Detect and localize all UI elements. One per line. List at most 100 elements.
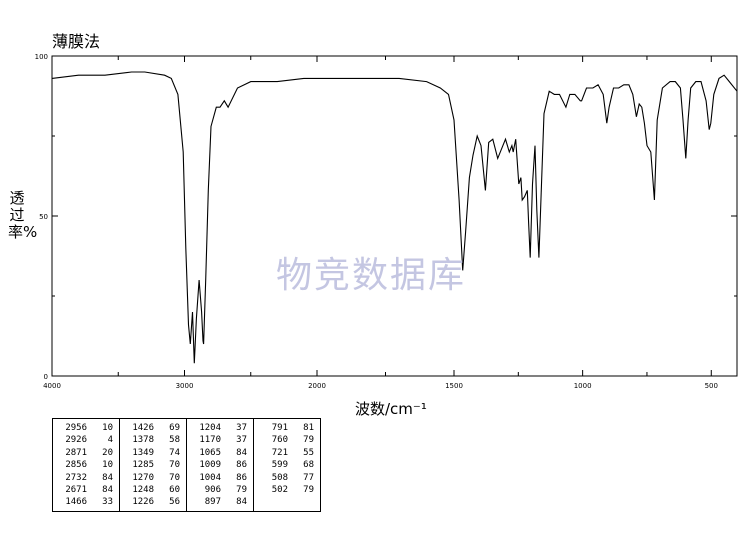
- peak-wavenumber: 1466: [65, 497, 87, 508]
- peak-transmittance: 84: [236, 447, 247, 458]
- peak-table: 2956 10 2926 4 2871 20 2856 10 2732 84 2671 84 1466 3…: [52, 418, 321, 512]
- peak-transmittance: 4: [107, 435, 113, 446]
- peak-wavenumber: 2871: [65, 447, 87, 458]
- peak-wavenumber: 1204: [199, 423, 221, 433]
- peak-row: 2871 20: [61, 447, 113, 459]
- peak-row: 1065 84: [195, 447, 247, 459]
- peak-row: 791 81: [262, 422, 314, 434]
- peak-row: 2956 10: [61, 422, 113, 434]
- peak-transmittance: 60: [169, 484, 180, 495]
- peak-wavenumber: 2856: [65, 460, 87, 471]
- peak-transmittance: 84: [102, 484, 113, 495]
- y-tick-label: 50: [39, 213, 48, 221]
- peak-table-column: 791 81 760 79 721 55 599 68 508 77 502 79: [253, 418, 321, 512]
- peak-transmittance: 33: [102, 497, 113, 508]
- peak-transmittance: 69: [169, 423, 180, 433]
- peak-row: 2856 10: [61, 459, 113, 471]
- peak-row: 1170 37: [195, 434, 247, 446]
- peak-transmittance: 77: [303, 472, 314, 483]
- peak-transmittance: 68: [303, 460, 314, 471]
- peak-wavenumber: 1349: [132, 447, 154, 458]
- peak-wavenumber: 1065: [199, 447, 221, 458]
- peak-transmittance: 81: [303, 423, 314, 433]
- peak-row: 1285 70: [128, 459, 180, 471]
- x-tick-label: 2000: [308, 382, 326, 390]
- peak-transmittance: 37: [236, 435, 247, 446]
- peak-wavenumber: 1009: [199, 460, 221, 471]
- x-tick-label: 1000: [574, 382, 592, 390]
- peak-transmittance: 79: [236, 484, 247, 495]
- peak-wavenumber: 906: [204, 484, 221, 495]
- peak-row: 1349 74: [128, 447, 180, 459]
- x-tick-label: 3000: [176, 382, 194, 390]
- peak-row: 1226 56: [128, 496, 180, 508]
- peak-table-column: 2956 10 2926 4 2871 20 2856 10 2732 84 2671 84 1466 3…: [52, 418, 120, 512]
- x-tick-label: 1500: [445, 382, 463, 390]
- peak-wavenumber: 1004: [199, 472, 221, 483]
- spectrum-line: [51, 71, 738, 364]
- peak-wavenumber: 1170: [199, 435, 221, 446]
- peak-row: 1009 86: [195, 459, 247, 471]
- peak-transmittance: 56: [169, 497, 180, 508]
- x-tick-label: 500: [705, 382, 718, 390]
- peak-row: 1378 58: [128, 434, 180, 446]
- peak-row: 1466 33: [61, 496, 113, 508]
- peak-transmittance: 84: [236, 497, 247, 508]
- peak-wavenumber: 2926: [65, 435, 87, 446]
- peak-wavenumber: 897: [204, 497, 221, 508]
- peak-wavenumber: 599: [271, 460, 288, 471]
- peak-wavenumber: 2956: [65, 423, 87, 433]
- peak-transmittance: 86: [236, 460, 247, 471]
- peak-row: 1426 69: [128, 422, 180, 434]
- peak-row: 1248 60: [128, 484, 180, 496]
- peak-row: 2732 84: [61, 472, 113, 484]
- peak-wavenumber: 791: [271, 423, 288, 433]
- peak-wavenumber: 1270: [132, 472, 154, 483]
- peak-wavenumber: 721: [271, 447, 288, 458]
- peak-row: 1270 70: [128, 472, 180, 484]
- y-tick-label: 0: [44, 373, 48, 381]
- y-axis-label: 透过率%: [8, 189, 38, 241]
- peak-transmittance: 70: [169, 460, 180, 471]
- watermark-text: 物竞数据库: [276, 255, 467, 296]
- peak-transmittance: 10: [102, 460, 113, 471]
- chart-title: 薄膜法: [52, 32, 101, 51]
- peak-row: 508 77: [262, 472, 314, 484]
- peak-transmittance: 79: [303, 435, 314, 446]
- peak-row: 599 68: [262, 459, 314, 471]
- peak-row: 721 55: [262, 447, 314, 459]
- peak-row: 906 79: [195, 484, 247, 496]
- peak-row: 2671 84: [61, 484, 113, 496]
- peak-wavenumber: 2671: [65, 484, 87, 495]
- peak-transmittance: 58: [169, 435, 180, 446]
- y-tick-label: 100: [35, 53, 48, 61]
- peak-wavenumber: 2732: [65, 472, 87, 483]
- peak-transmittance: 74: [169, 447, 180, 458]
- peak-wavenumber: 1248: [132, 484, 154, 495]
- peak-transmittance: 84: [102, 472, 113, 483]
- peak-table-column: 1204 37 1170 37 1065 84 1009 86 1004 86 906 79 897 84: [186, 418, 254, 512]
- peak-transmittance: 70: [169, 472, 180, 483]
- peak-wavenumber: 1378: [132, 435, 154, 446]
- x-axis-label: 波数/cm⁻¹: [355, 400, 427, 418]
- peak-row: 760 79: [262, 434, 314, 446]
- peak-wavenumber: 508: [271, 472, 288, 483]
- peak-transmittance: 55: [303, 447, 314, 458]
- peak-transmittance: 10: [102, 423, 113, 433]
- peak-row: 1004 86: [195, 472, 247, 484]
- peak-row: 502 79: [262, 484, 314, 496]
- peak-wavenumber: 1426: [132, 423, 154, 433]
- peak-wavenumber: 760: [271, 435, 288, 446]
- peak-transmittance: 79: [303, 484, 314, 495]
- peak-transmittance: 86: [236, 472, 247, 483]
- x-tick-label: 4000: [43, 382, 61, 390]
- peak-table-column: 1426 69 1378 58 1349 74 1285 70 1270 70 1248 60 1226…: [119, 418, 187, 512]
- peak-row: 2926 4: [61, 434, 113, 446]
- peak-wavenumber: 502: [271, 484, 288, 495]
- peak-transmittance: 20: [102, 447, 113, 458]
- peak-row: 1204 37: [195, 422, 247, 434]
- peak-wavenumber: 1285: [132, 460, 154, 471]
- peak-row: [262, 496, 314, 508]
- peak-transmittance: 37: [236, 423, 247, 433]
